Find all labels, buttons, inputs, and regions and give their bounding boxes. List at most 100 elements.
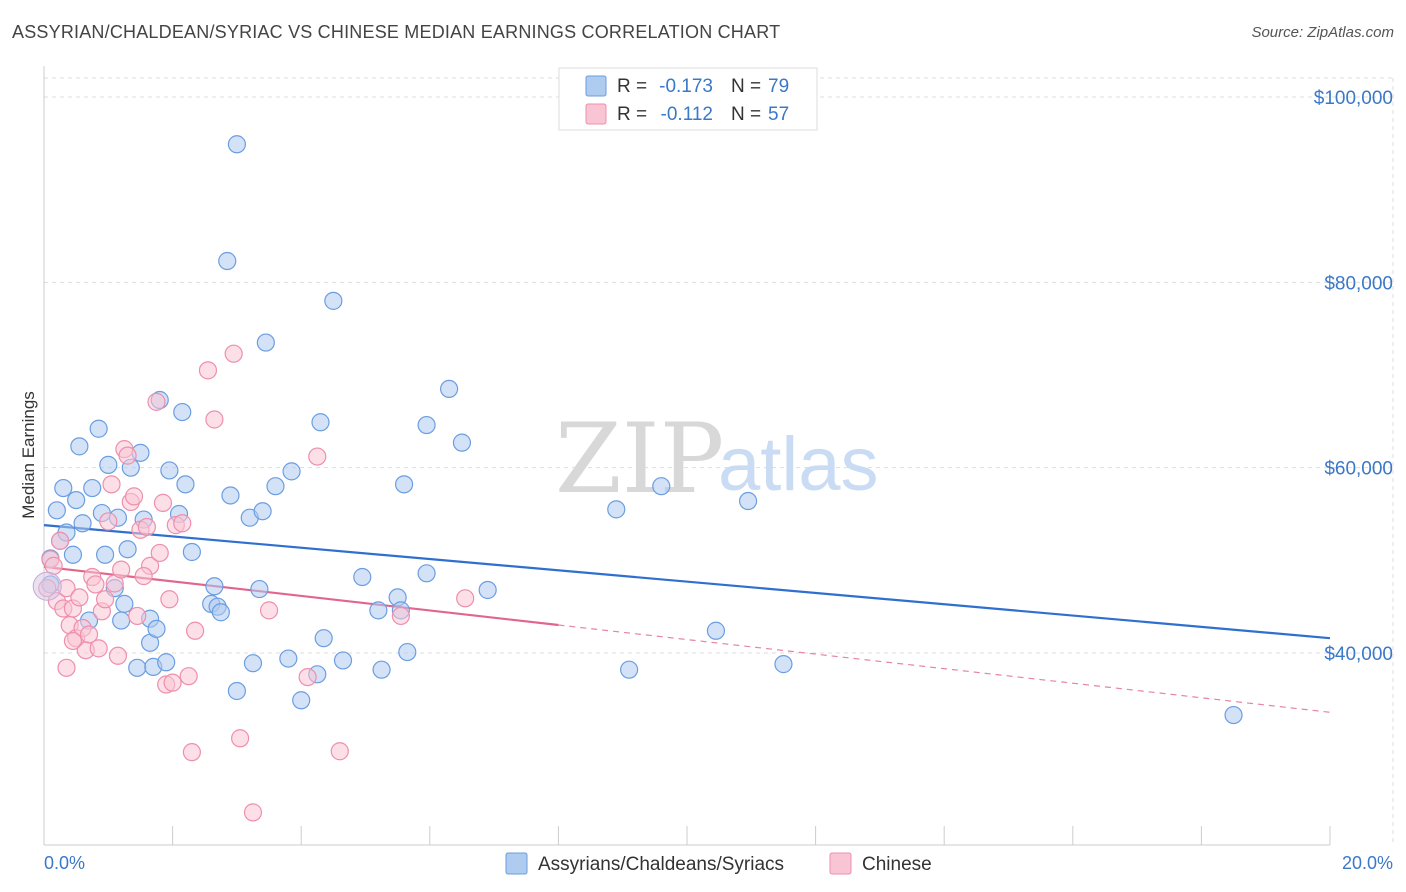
assyrian-point	[115, 594, 134, 613]
y-tick-label: $40,000	[1324, 644, 1393, 665]
chinese-point	[198, 361, 218, 380]
legend-swatch	[585, 103, 607, 125]
chinese-point	[182, 743, 201, 762]
assyrian-point	[54, 478, 73, 498]
chinese-point	[186, 621, 205, 640]
chinese-point	[391, 606, 410, 626]
overlap-point	[32, 571, 62, 601]
assyrian-point	[173, 402, 192, 422]
assyrian-point	[266, 477, 285, 496]
chinese-point	[231, 729, 250, 748]
assyrian-point	[157, 653, 176, 672]
chinese-point	[147, 392, 166, 411]
legend: R = -0.173 N = 79 R = -0.112 N = 57	[558, 67, 818, 131]
chart-source: Source: ZipAtlas.com	[1251, 24, 1394, 41]
assyrian-point	[292, 691, 311, 710]
watermark-zip: ZIP	[555, 403, 724, 515]
legend-swatch	[585, 75, 607, 97]
assyrian-point	[243, 654, 263, 673]
chinese-point	[86, 575, 105, 594]
legend-r-label: R =	[617, 76, 647, 97]
chinese-point	[112, 560, 131, 579]
assyrian-point	[253, 502, 272, 521]
assyrian-point	[147, 619, 166, 639]
legend-r-value: -0.173	[659, 76, 713, 97]
assyrian-point	[128, 658, 147, 677]
assyrian-point	[398, 642, 417, 662]
chinese-point	[259, 601, 279, 620]
assyrian-point	[47, 501, 66, 520]
x-tick-label: 20.0%	[1342, 853, 1393, 873]
chinese-point	[298, 667, 317, 687]
y-tick-label: $60,000	[1324, 459, 1393, 480]
bottom-legend-swatch	[505, 852, 528, 875]
assyrian-point	[99, 455, 118, 474]
chinese-point	[124, 487, 144, 506]
legend-n-label: N =	[731, 104, 761, 125]
assyrian-point	[620, 660, 639, 679]
bottom-legend-swatch	[829, 852, 852, 875]
chinese-point	[456, 589, 475, 608]
chinese-point	[153, 493, 173, 512]
bottom-legend-label: Chinese	[862, 854, 932, 875]
chinese-point	[179, 667, 198, 686]
assyrian-point	[73, 514, 92, 533]
chinese-point	[63, 631, 83, 651]
assyrian-point	[67, 491, 86, 510]
assyrian-point	[439, 379, 459, 398]
assyrian-point	[417, 564, 436, 583]
assyrian-point	[311, 413, 330, 432]
assyrian-point	[160, 461, 179, 480]
assyrian-point	[205, 577, 224, 596]
assyrian-point	[372, 660, 391, 679]
chinese-point	[70, 588, 89, 607]
assyrian-point	[282, 462, 301, 481]
assyrian-point	[394, 475, 414, 494]
chinese-point	[108, 646, 128, 665]
assyrian-point	[95, 545, 115, 564]
chinese-point	[160, 590, 179, 609]
assyrian-point	[478, 580, 497, 600]
bottom-legend: Assyrians/Chaldeans/Syriacs Chinese	[505, 852, 932, 875]
x-tick-labels: 0.0% 20.0%	[44, 853, 1393, 873]
chinese-point	[150, 543, 169, 563]
data-points	[32, 135, 1243, 822]
chinese-point	[134, 566, 153, 586]
y-tick-label: $100,000	[1314, 88, 1393, 109]
chinese-point	[137, 517, 156, 537]
assyrian-point	[607, 500, 626, 519]
assyrian-point	[652, 477, 671, 496]
assyrian-point	[738, 491, 758, 511]
assyrian-point	[314, 629, 333, 648]
assyrian-point	[83, 478, 102, 498]
assyrian-point	[176, 475, 195, 494]
assyrian-point	[256, 333, 275, 352]
assyrian-point	[1224, 705, 1243, 725]
legend-n-value: 79	[768, 76, 789, 97]
assyrian-point	[324, 291, 343, 310]
assyrian-point	[333, 651, 353, 670]
legend-n-label: N =	[731, 76, 761, 97]
assyrian-trend-line	[43, 524, 1331, 640]
assyrian-point	[369, 601, 388, 620]
chinese-point	[224, 344, 243, 363]
chinese-point	[308, 447, 327, 466]
chinese-point	[89, 639, 108, 658]
chinese-point	[163, 673, 182, 692]
chinese-point	[102, 475, 121, 494]
chinese-point	[57, 658, 76, 677]
assyrian-point	[774, 655, 793, 674]
chinese-point	[330, 742, 349, 761]
x-tick-label: 0.0%	[44, 853, 85, 873]
bottom-legend-label: Assyrians/Chaldeans/Syriacs	[538, 854, 784, 875]
axes	[43, 66, 1331, 846]
chinese-point	[79, 625, 99, 644]
assyrian-point	[118, 540, 137, 559]
chinese-trend-extension	[558, 624, 1331, 713]
y-tick-labels: $40,000 $60,000 $80,000 $100,000	[1314, 88, 1393, 665]
legend-r-label: R =	[617, 104, 647, 125]
chinese-point	[128, 606, 147, 626]
chinese-point	[243, 803, 263, 822]
y-axis-label: Median Earnings	[19, 391, 38, 519]
